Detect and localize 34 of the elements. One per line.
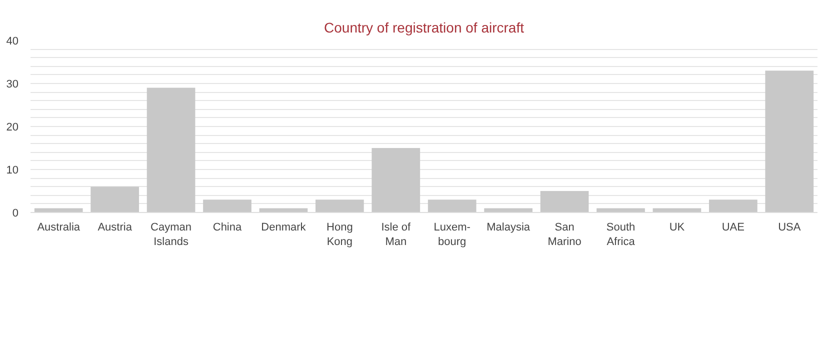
bar bbox=[540, 191, 589, 212]
x-tick-label: Isle of Man bbox=[381, 222, 412, 248]
bar bbox=[428, 200, 476, 212]
bar bbox=[146, 88, 196, 212]
x-tick-label: Australia bbox=[37, 222, 81, 234]
bar bbox=[372, 148, 420, 212]
x-tick-label: San Marino bbox=[548, 222, 582, 248]
y-tick-label: 40 bbox=[6, 36, 19, 48]
bar bbox=[259, 208, 308, 212]
x-tick-label: Cayman Islands bbox=[150, 222, 192, 248]
x-tick-label: China bbox=[212, 222, 243, 234]
bar bbox=[484, 208, 532, 212]
x-tick-label: South Africa bbox=[606, 222, 636, 248]
chart-title: Country of registration of aircraft bbox=[324, 20, 524, 36]
x-tick-label: UAE bbox=[722, 222, 744, 234]
x-tick-label: Denmark bbox=[261, 222, 306, 234]
x-tick-label: Luxem- bourg bbox=[434, 222, 471, 248]
bar bbox=[765, 70, 814, 212]
bar bbox=[203, 200, 252, 212]
bar bbox=[316, 200, 364, 212]
y-tick-label: 0 bbox=[12, 208, 19, 220]
y-tick-label: 20 bbox=[6, 122, 19, 134]
x-tick-label: USA bbox=[778, 222, 802, 234]
bar bbox=[596, 208, 645, 212]
y-tick-label: 30 bbox=[6, 78, 19, 90]
bar bbox=[709, 200, 758, 212]
x-tick-label: Hong Kong bbox=[326, 222, 353, 248]
x-tick-label: UK bbox=[669, 222, 686, 234]
x-tick-label: Malaysia bbox=[486, 222, 531, 234]
bar bbox=[34, 208, 83, 212]
bar bbox=[90, 186, 139, 212]
y-tick-label: 10 bbox=[6, 164, 19, 176]
x-tick-label: Austria bbox=[98, 222, 133, 234]
bar bbox=[652, 208, 702, 212]
